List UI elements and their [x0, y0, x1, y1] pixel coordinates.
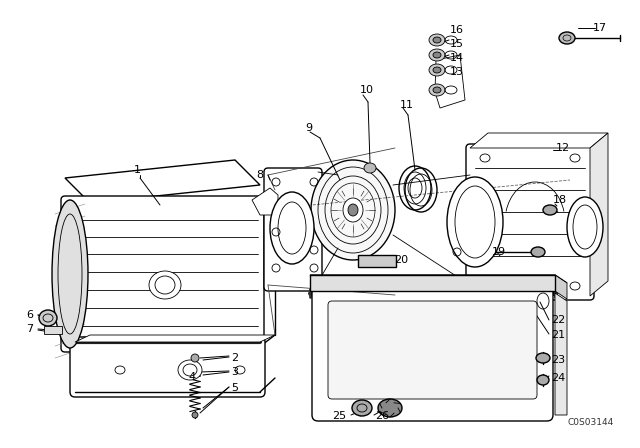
Text: 7: 7	[26, 324, 33, 334]
Ellipse shape	[311, 160, 395, 260]
Ellipse shape	[543, 205, 557, 215]
Ellipse shape	[537, 375, 549, 385]
Ellipse shape	[52, 200, 88, 348]
Ellipse shape	[191, 354, 199, 362]
Ellipse shape	[531, 247, 545, 257]
Ellipse shape	[429, 84, 445, 96]
Ellipse shape	[178, 360, 202, 380]
Ellipse shape	[429, 49, 445, 61]
FancyBboxPatch shape	[466, 144, 594, 300]
Polygon shape	[75, 335, 275, 342]
Text: 23: 23	[551, 355, 565, 365]
Ellipse shape	[378, 399, 402, 417]
FancyBboxPatch shape	[61, 196, 264, 352]
Text: 18: 18	[553, 195, 567, 205]
Ellipse shape	[567, 197, 603, 257]
Text: 8: 8	[256, 170, 263, 180]
FancyBboxPatch shape	[312, 287, 553, 421]
Polygon shape	[435, 55, 465, 108]
Text: 21: 21	[551, 330, 565, 340]
Polygon shape	[590, 133, 608, 296]
Text: 19: 19	[492, 247, 506, 257]
Ellipse shape	[433, 52, 441, 58]
Text: 14: 14	[450, 53, 464, 63]
Text: 16: 16	[450, 25, 464, 35]
Text: 9: 9	[305, 123, 312, 133]
Text: 4: 4	[189, 372, 196, 382]
Ellipse shape	[447, 177, 503, 267]
Text: 10: 10	[360, 85, 374, 95]
FancyBboxPatch shape	[70, 337, 265, 397]
Text: 25: 25	[332, 411, 346, 421]
Ellipse shape	[39, 310, 57, 326]
Polygon shape	[555, 275, 567, 299]
Ellipse shape	[352, 400, 372, 416]
FancyBboxPatch shape	[328, 301, 537, 399]
Text: 20: 20	[394, 255, 408, 265]
Bar	[310, 275, 555, 291]
Polygon shape	[555, 293, 567, 415]
Ellipse shape	[192, 412, 198, 418]
Polygon shape	[470, 133, 608, 148]
Text: 12: 12	[556, 143, 570, 153]
Text: 6: 6	[26, 310, 33, 320]
Polygon shape	[252, 188, 278, 215]
Text: C0S03144: C0S03144	[568, 418, 614, 426]
Polygon shape	[65, 160, 260, 203]
Ellipse shape	[149, 271, 181, 299]
Ellipse shape	[536, 353, 550, 363]
Text: 5: 5	[231, 383, 238, 393]
Ellipse shape	[429, 34, 445, 46]
Text: 11: 11	[400, 100, 414, 110]
Ellipse shape	[433, 37, 441, 43]
Polygon shape	[310, 275, 567, 283]
Text: 17: 17	[593, 23, 607, 33]
Text: 22: 22	[551, 315, 565, 325]
Text: 1: 1	[134, 165, 141, 175]
Text: 26: 26	[375, 411, 389, 421]
Ellipse shape	[348, 204, 358, 216]
Ellipse shape	[433, 87, 441, 93]
Bar	[358, 255, 396, 267]
Text: 3: 3	[231, 367, 238, 377]
FancyBboxPatch shape	[264, 168, 322, 291]
Text: 15: 15	[450, 39, 464, 49]
Ellipse shape	[433, 67, 441, 73]
Ellipse shape	[343, 198, 363, 222]
Text: 13: 13	[450, 67, 464, 77]
Bar	[44, 326, 62, 334]
Ellipse shape	[429, 64, 445, 76]
Ellipse shape	[559, 32, 575, 44]
Ellipse shape	[270, 192, 314, 264]
Text: 24: 24	[551, 373, 565, 383]
Ellipse shape	[364, 163, 376, 173]
Text: 2: 2	[231, 353, 238, 363]
